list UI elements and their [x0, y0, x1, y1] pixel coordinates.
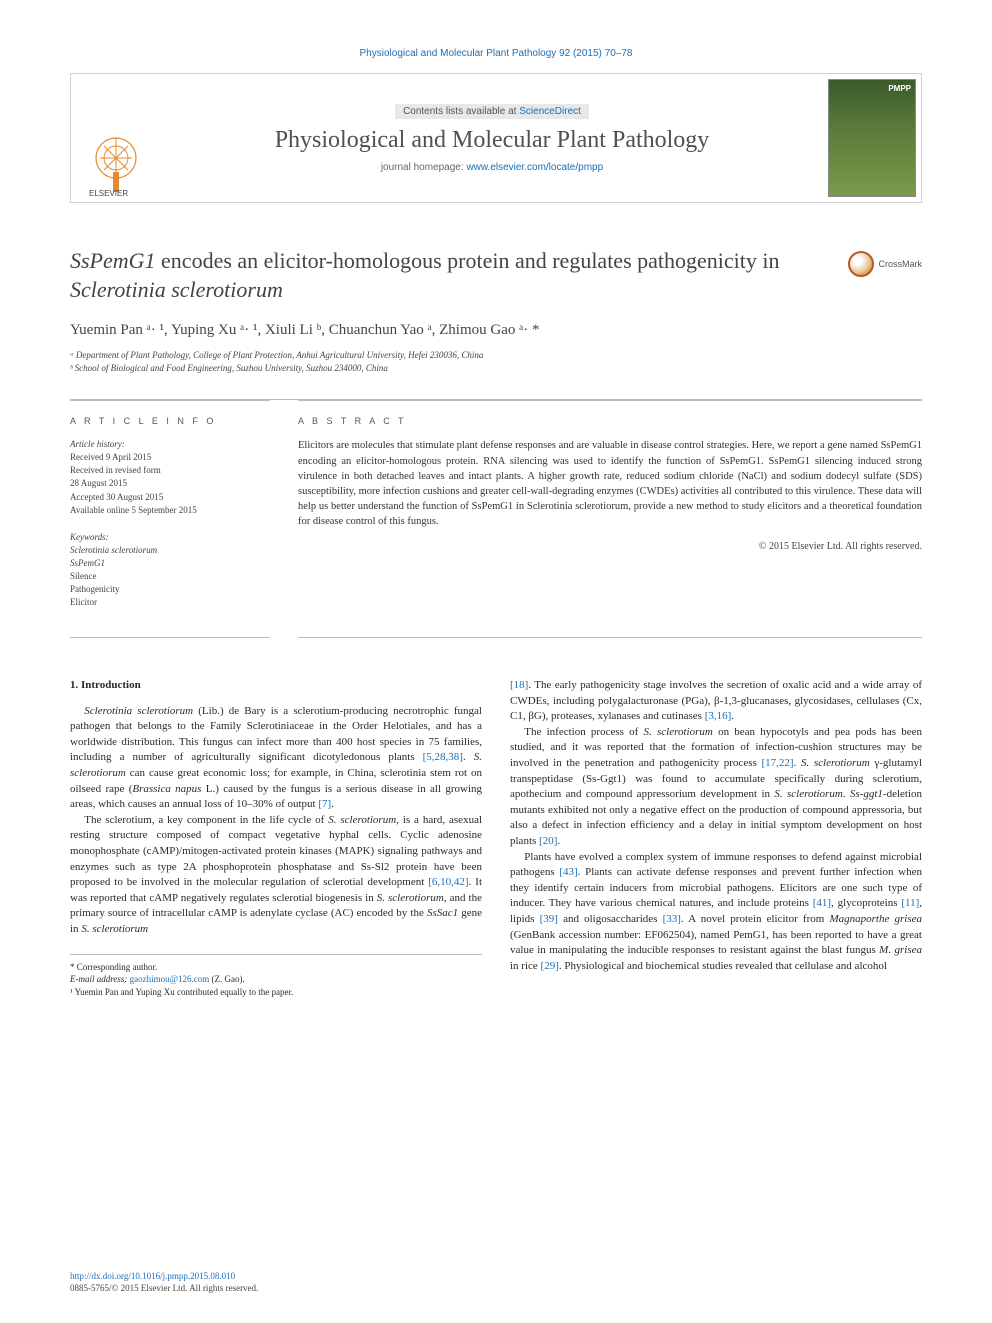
crossmark-icon: [848, 251, 874, 277]
affiliation-b: ᵇ School of Biological and Food Engineer…: [70, 362, 922, 375]
cover-thumbnail-box: [823, 74, 921, 202]
body-para: The sclerotium, a key component in the l…: [70, 813, 482, 938]
journal-cover-thumb: [828, 79, 916, 197]
article-info-head: A R T I C L E I N F O: [70, 415, 270, 428]
title-part-1: encodes an elicitor-homologous protein a…: [156, 248, 780, 273]
publisher-name: ELSEVIER: [89, 189, 128, 198]
issn-copyright: 0885-5765/© 2015 Elsevier Ltd. All right…: [70, 1283, 258, 1293]
keyword: Pathogenicity: [70, 583, 270, 596]
title-block: SsPemG1 encodes an elicitor-homologous p…: [70, 247, 922, 304]
history-line: Available online 5 September 2015: [70, 504, 270, 517]
history-line: Accepted 30 August 2015: [70, 491, 270, 504]
email-who: (Z. Gao).: [211, 974, 244, 984]
affiliations: ᵃ Department of Plant Pathology, College…: [70, 349, 922, 375]
left-column: 1. Introduction Sclerotinia sclerotiorum…: [70, 678, 482, 999]
title-part-0: SsPemG1: [70, 248, 156, 273]
contents-available-line: Contents lists available at ScienceDirec…: [395, 104, 589, 119]
article-info-column: A R T I C L E I N F O Article history: R…: [70, 400, 270, 638]
history-label: Article history:: [70, 438, 270, 451]
journal-homepage-line: journal homepage: www.elsevier.com/locat…: [381, 162, 603, 173]
keyword: Elicitor: [70, 596, 270, 609]
corresponding-email-link[interactable]: gaozhimou@126.com: [130, 974, 210, 984]
publisher-logo-box: ELSEVIER: [71, 74, 161, 202]
abstract-head: A B S T R A C T: [298, 415, 922, 428]
crossmark-label: CrossMark: [878, 259, 922, 269]
email-label: E-mail address:: [70, 974, 127, 984]
keywords-block: Keywords: Sclerotinia sclerotiorum SsPem…: [70, 531, 270, 609]
corresponding-author: * Corresponding author.: [70, 961, 482, 974]
abstract-column: A B S T R A C T Elicitors are molecules …: [298, 400, 922, 638]
body-two-column: 1. Introduction Sclerotinia sclerotiorum…: [70, 678, 922, 999]
keyword: SsPemG1: [70, 557, 270, 570]
sciencedirect-link[interactable]: ScienceDirect: [519, 106, 581, 117]
doi-link[interactable]: http://dx.doi.org/10.1016/j.pmpp.2015.08…: [70, 1271, 235, 1281]
history-line: 28 August 2015: [70, 477, 270, 490]
journal-masthead: ELSEVIER Contents lists available at Sci…: [70, 73, 922, 203]
article-history-block: Article history: Received 9 April 2015 R…: [70, 438, 270, 516]
body-para: Sclerotinia sclerotiorum (Lib.) de Bary …: [70, 704, 482, 813]
elsevier-tree-icon: [90, 132, 142, 194]
right-column: [18]. The early pathogenicity stage invo…: [510, 678, 922, 999]
masthead-center: Contents lists available at ScienceDirec…: [161, 74, 823, 202]
keywords-label: Keywords:: [70, 531, 270, 544]
journal-name: Physiological and Molecular Plant Pathol…: [275, 127, 710, 154]
authors-line: Yuemin Pan ᵃ· ¹, Yuping Xu ᵃ· ¹, Xiuli L…: [70, 322, 922, 339]
body-para: The infection process of S. sclerotiorum…: [510, 725, 922, 850]
email-line: E-mail address: gaozhimou@126.com (Z. Ga…: [70, 973, 482, 986]
abstract-text: Elicitors are molecules that stimulate p…: [298, 438, 922, 529]
doi-block: http://dx.doi.org/10.1016/j.pmpp.2015.08…: [70, 1270, 258, 1295]
body-para: Plants have evolved a complex system of …: [510, 850, 922, 975]
body-para: [18]. The early pathogenicity stage invo…: [510, 678, 922, 725]
running-head: Physiological and Molecular Plant Pathol…: [70, 48, 922, 59]
equal-contribution-note: ¹ Yuemin Pan and Yuping Xu contributed e…: [70, 986, 482, 999]
history-line: Received 9 April 2015: [70, 451, 270, 464]
affiliation-a: ᵃ Department of Plant Pathology, College…: [70, 349, 922, 362]
abstract-copyright: © 2015 Elsevier Ltd. All rights reserved…: [298, 540, 922, 555]
homepage-prefix: journal homepage:: [381, 162, 467, 173]
contents-prefix: Contents lists available at: [403, 106, 519, 117]
crossmark-widget[interactable]: CrossMark: [848, 251, 922, 277]
meta-abstract-row: A R T I C L E I N F O Article history: R…: [70, 399, 922, 638]
section-heading: 1. Introduction: [70, 678, 482, 694]
homepage-link[interactable]: www.elsevier.com/locate/pmpp: [466, 162, 603, 173]
article-title: SsPemG1 encodes an elicitor-homologous p…: [70, 247, 922, 304]
history-line: Received in revised form: [70, 464, 270, 477]
footnotes: * Corresponding author. E-mail address: …: [70, 954, 482, 999]
title-part-2: Sclerotinia sclerotiorum: [70, 277, 283, 302]
keyword: Sclerotinia sclerotiorum: [70, 544, 270, 557]
keyword: Silence: [70, 570, 270, 583]
